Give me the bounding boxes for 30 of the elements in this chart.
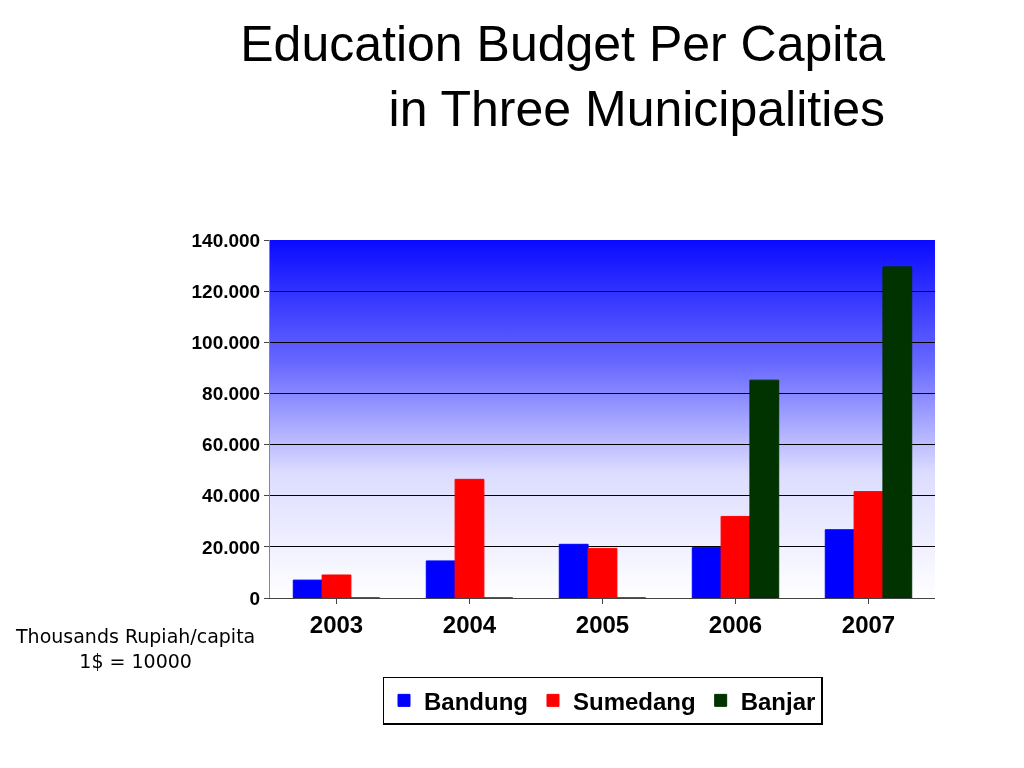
y-tick-label: 40.000 (202, 485, 261, 507)
y-tick-label: 120.000 (191, 280, 261, 302)
bar (824, 529, 855, 598)
x-tick-label: 2003 (309, 610, 364, 638)
x-tick-label: 2004 (442, 610, 497, 638)
text: Thousands Rupiah/capita 1$ = 10000 (15, 625, 256, 672)
bar (292, 579, 323, 598)
bar (749, 379, 780, 598)
x-tick-label: 2006 (708, 610, 763, 638)
legend-label: Sumedang (572, 687, 696, 715)
y-tick-label: 140.000 (191, 229, 261, 251)
x-tick-label: 2007 (841, 610, 896, 638)
bar (454, 478, 485, 598)
y-tick-label: 0 (249, 587, 261, 609)
bar (853, 491, 884, 598)
y-tick-label: 100.000 (191, 331, 261, 353)
bar (691, 547, 722, 598)
bar (558, 543, 589, 598)
legend-label: Bandung (424, 687, 528, 715)
legend-label: Banjar (740, 687, 816, 715)
bar (587, 547, 618, 598)
chart-title: Education Budget Per Capita in Three Municipalities (240, 16, 886, 138)
bar (882, 266, 913, 598)
y-tick-label: 80.000 (202, 383, 261, 405)
y-tick-label: 20.000 (202, 536, 261, 558)
x-tick-label: 2005 (575, 610, 630, 638)
bar (425, 560, 456, 598)
bar (321, 574, 352, 598)
y-tick-label: 60.000 (202, 434, 261, 456)
bar (720, 515, 751, 598)
